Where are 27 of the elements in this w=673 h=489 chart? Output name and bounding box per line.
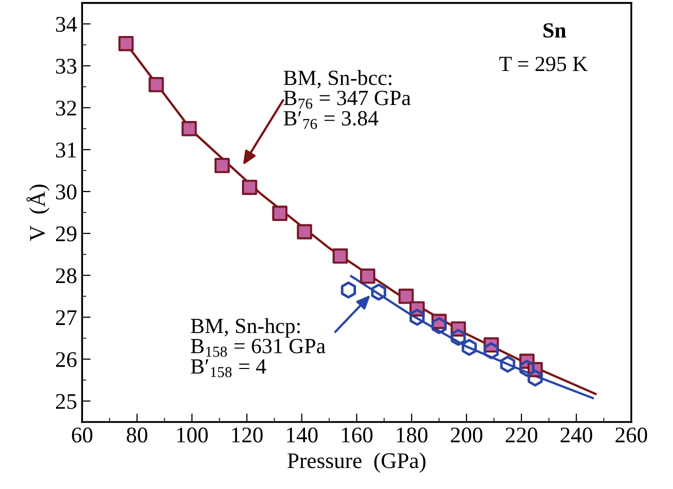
y-tick-label: 25 — [56, 394, 76, 409]
x-axis-title: Pressure (GPa) — [288, 452, 426, 473]
y-tick-label: 27 — [56, 310, 77, 325]
x-tick-label: 200 — [450, 428, 482, 443]
x-tick-label: 260 — [616, 428, 648, 443]
y-tick-label: 34 — [56, 16, 77, 32]
x-tick-label: 160 — [342, 428, 373, 443]
y-tick-label: 29 — [56, 226, 76, 242]
x-tick-label: 120 — [232, 428, 263, 443]
annotation: T = 295 K — [499, 56, 588, 72]
y-tick-label: 30 — [56, 184, 76, 200]
y-axis-title: V (Å) — [26, 184, 50, 242]
y-tick-label: 31 — [56, 142, 76, 158]
y-tick-label: 32 — [56, 100, 76, 116]
text: BM, Sn-hcp: B$_{158}$ = 631 GPa B′$_{158}$ = 4 — [190, 318, 326, 378]
x-tick-label: 240 — [560, 428, 592, 443]
x-tick-label: 140 — [287, 428, 318, 443]
annotation: BM, Sn-bcc: B$_{76}$ = 347 GPa B′$_{76}$ = 3.84 — [284, 70, 411, 130]
x-tick-label: 100 — [177, 428, 208, 443]
annotation: Sn — [544, 23, 566, 38]
y-tick-label: 26 — [56, 352, 77, 368]
x-tick-label: 220 — [506, 428, 538, 443]
y-tick-label: 28 — [56, 268, 76, 284]
x-tick-label: 180 — [396, 428, 428, 443]
x-tick-label: 60 — [72, 428, 92, 443]
x-tick-label: 80 — [126, 428, 148, 443]
y-tick-label: 33 — [56, 58, 76, 74]
